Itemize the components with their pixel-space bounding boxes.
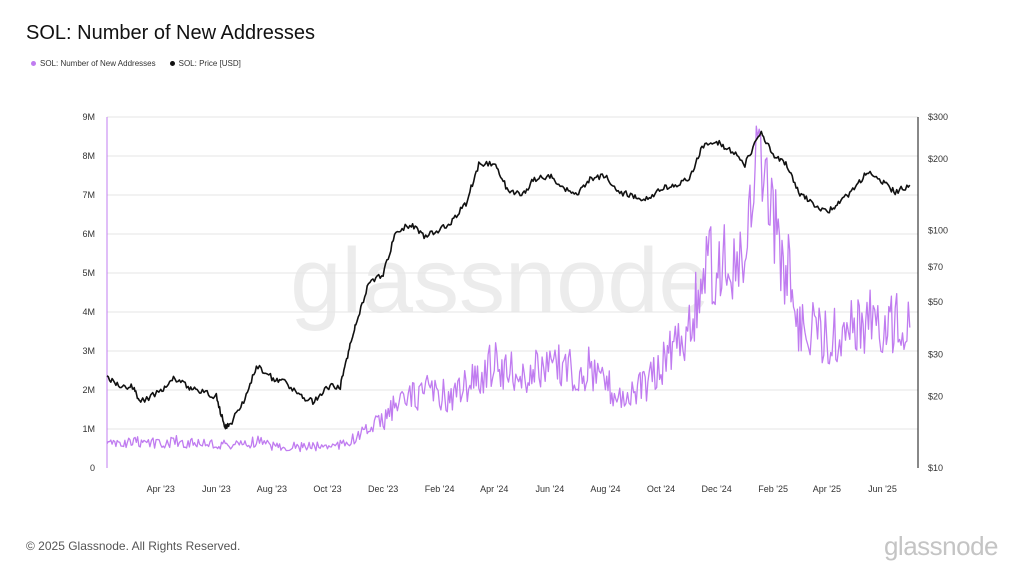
y-right-tick-label: $100 — [928, 225, 948, 235]
glassnode-logo: glassnode — [883, 531, 999, 561]
y-left-tick-label: 3M — [82, 346, 95, 356]
x-tick-label: Aug '24 — [590, 484, 620, 494]
y-right-tick-label: $200 — [928, 154, 948, 164]
x-tick-label: Feb '25 — [758, 484, 788, 494]
series-lines — [106, 125, 911, 453]
x-tick-label: Oct '23 — [313, 484, 341, 494]
x-tick-label: Dec '24 — [701, 484, 731, 494]
y-left-tick-label: 4M — [82, 307, 95, 317]
y-right-tick-label: $30 — [928, 350, 943, 360]
right-axis-ticks: $10 $20 $30 $50 $70 $100 $200 $300 — [928, 112, 948, 473]
x-tick-label: Apr '23 — [147, 484, 175, 494]
legend-label-new-addresses: SOL: Number of New Addresses — [40, 59, 156, 68]
watermark: glassnode — [290, 230, 709, 332]
series-line-price — [106, 130, 911, 430]
y-left-tick-label: 2M — [82, 385, 95, 395]
x-tick-label: Feb '24 — [425, 484, 455, 494]
x-tick-label: Apr '25 — [813, 484, 841, 494]
y-left-tick-label: 1M — [82, 424, 95, 434]
copyright-text: © 2025 Glassnode. All Rights Reserved. — [26, 539, 241, 553]
chart-title: SOL: Number of New Addresses — [26, 22, 316, 44]
y-right-tick-label: $20 — [928, 391, 943, 401]
y-left-tick-label: 9M — [82, 112, 95, 122]
x-tick-label: Jun '24 — [535, 484, 564, 494]
y-left-tick-label: 8M — [82, 151, 95, 161]
y-right-tick-label: $50 — [928, 297, 943, 307]
legend-item-price[interactable]: SOL: Price [USD] — [169, 59, 241, 68]
y-left-tick-label: 6M — [82, 229, 95, 239]
legend-swatch-price — [169, 61, 175, 66]
y-right-tick-label: $70 — [928, 262, 943, 272]
series-line-new-addresses — [106, 125, 911, 453]
y-left-tick-label: 0 — [90, 463, 95, 473]
left-axis-ticks: 0 1M 2M 3M 4M 5M 6M 7M 8M 9M — [82, 112, 95, 473]
legend-item-new-addresses[interactable]: SOL: Number of New Addresses — [31, 59, 156, 68]
x-tick-label: Apr '24 — [480, 484, 508, 494]
y-right-tick-label: $300 — [928, 112, 948, 122]
y-left-tick-label: 5M — [82, 268, 95, 278]
x-tick-label: Jun '25 — [868, 484, 897, 494]
x-tick-label: Jun '23 — [202, 484, 231, 494]
y-left-tick-label: 7M — [82, 190, 95, 200]
y-right-tick-label: $10 — [928, 463, 943, 473]
x-tick-label: Dec '23 — [368, 484, 398, 494]
x-tick-label: Oct '24 — [647, 484, 675, 494]
x-tick-label: Aug '23 — [257, 484, 287, 494]
x-axis-ticks: Apr '23 Jun '23 Aug '23 Oct '23 Dec '23 Feb '… — [147, 484, 897, 494]
chart-legend: SOL: Number of New Addresses SOL: Price … — [31, 59, 241, 68]
legend-swatch-new-addresses — [31, 61, 36, 66]
legend-label-price: SOL: Price [USD] — [178, 59, 241, 68]
gridlines — [107, 116, 918, 430]
